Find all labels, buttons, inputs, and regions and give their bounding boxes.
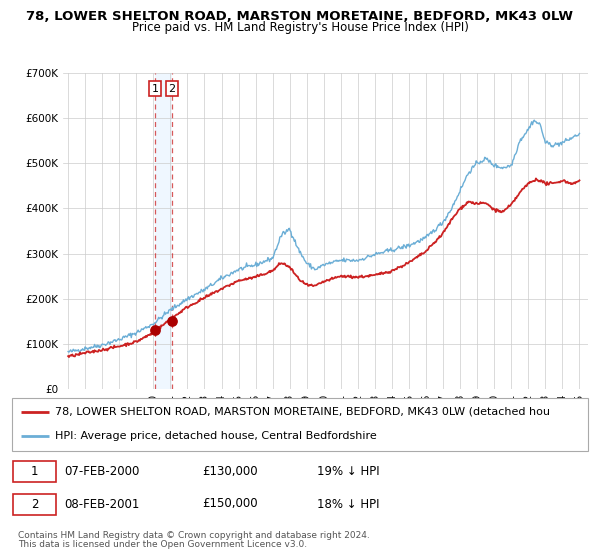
FancyBboxPatch shape [13, 461, 56, 482]
Point [150, 326, 160, 335]
Text: 18% ↓ HPI: 18% ↓ HPI [317, 497, 380, 511]
Text: 19% ↓ HPI: 19% ↓ HPI [317, 465, 380, 478]
Bar [155, 73, 172, 389]
Text: Price paid vs. HM Land Registry's House Price Index (HPI): Price paid vs. HM Land Registry's House … [131, 21, 469, 34]
Text: 2: 2 [31, 497, 38, 511]
Text: £130,000: £130,000 [202, 465, 258, 478]
Text: 2: 2 [169, 83, 176, 94]
FancyBboxPatch shape [12, 398, 588, 451]
Text: This data is licensed under the Open Government Licence v3.0.: This data is licensed under the Open Gov… [18, 540, 307, 549]
FancyBboxPatch shape [13, 493, 56, 515]
Text: 08-FEB-2001: 08-FEB-2001 [64, 497, 139, 511]
Text: HPI: Average price, detached house, Central Bedfordshire: HPI: Average price, detached house, Cent… [55, 431, 377, 441]
Point [167, 317, 177, 326]
Text: 07-FEB-2000: 07-FEB-2000 [64, 465, 139, 478]
Text: Contains HM Land Registry data © Crown copyright and database right 2024.: Contains HM Land Registry data © Crown c… [18, 531, 370, 540]
Text: 78, LOWER SHELTON ROAD, MARSTON MORETAINE, BEDFORD, MK43 0LW: 78, LOWER SHELTON ROAD, MARSTON MORETAIN… [26, 10, 574, 22]
Text: 78, LOWER SHELTON ROAD, MARSTON MORETAINE, BEDFORD, MK43 0LW (detached hou: 78, LOWER SHELTON ROAD, MARSTON MORETAIN… [55, 407, 550, 417]
Text: 1: 1 [31, 465, 38, 478]
Text: £150,000: £150,000 [202, 497, 258, 511]
Text: 1: 1 [152, 83, 158, 94]
